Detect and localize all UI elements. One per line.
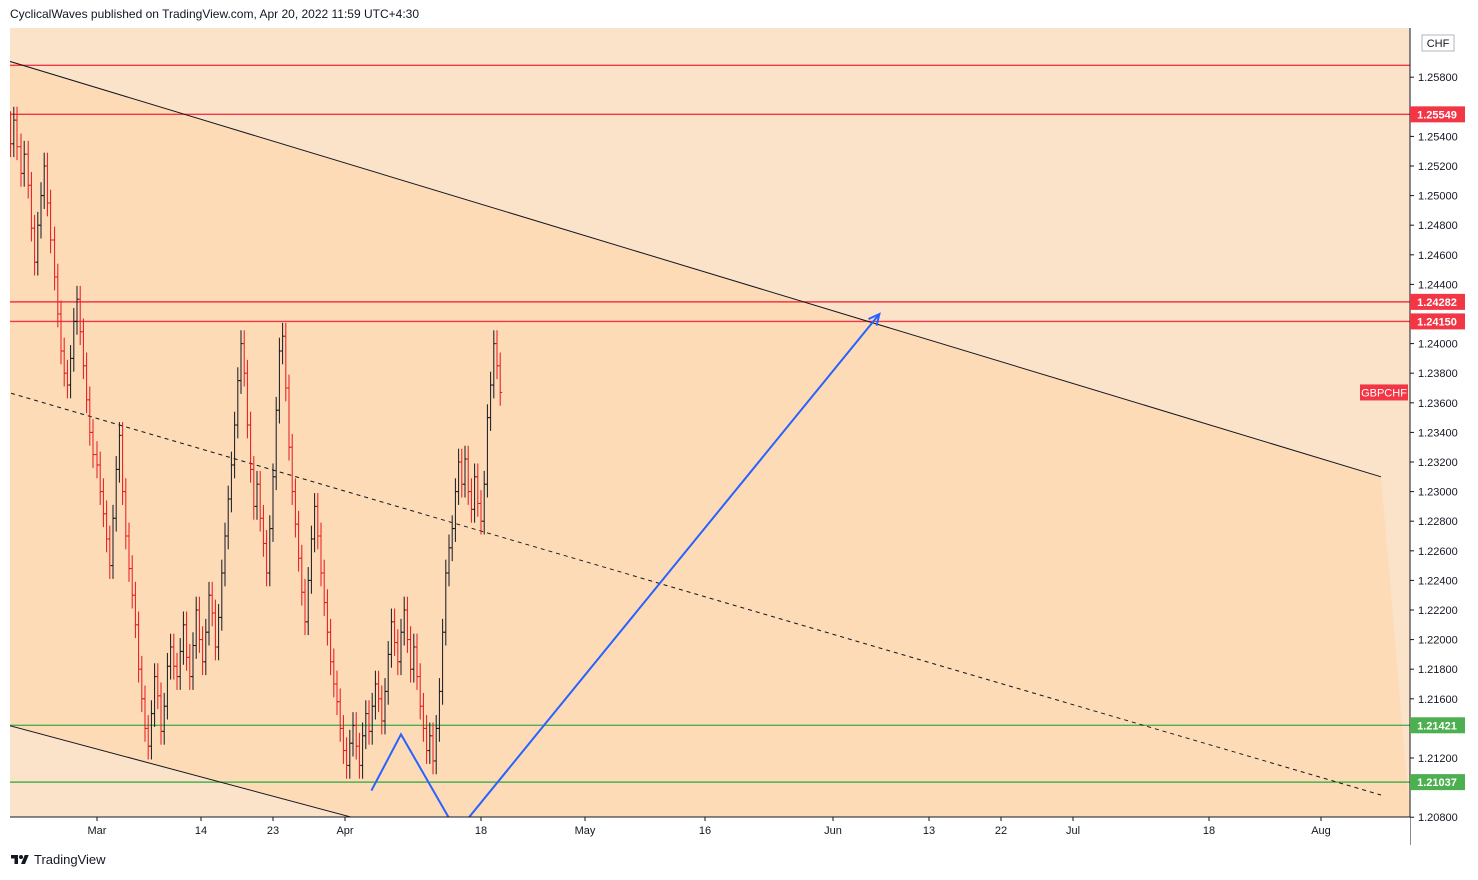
projection-line [370, 313, 881, 834]
trend-drawings [10, 60, 1382, 833]
price-badge-label: 1.24150 [1417, 316, 1457, 328]
price-tick-label: 1.24400 [1418, 279, 1458, 291]
price-tick-label: 1.24800 [1418, 220, 1458, 232]
upper-channel-line [10, 60, 1382, 478]
tradingview-logo-icon [11, 854, 29, 864]
candlestick-series [10, 106, 503, 779]
price-tick-label: 1.25000 [1418, 191, 1458, 203]
time-tick-label: 23 [267, 825, 279, 837]
time-tick-label: 14 [195, 825, 207, 837]
time-tick-label: May [575, 825, 596, 837]
time-tick-label: 13 [923, 825, 935, 837]
lower-channel-line [10, 725, 407, 833]
symbol-badge[interactable] [1360, 384, 1408, 401]
time-tick-label: 18 [1203, 825, 1215, 837]
footer-brand-label: TradingView [34, 852, 106, 867]
price-badge [1410, 774, 1465, 791]
price-badge-label: 1.24282 [1417, 297, 1457, 309]
price-tick-label: 1.24000 [1418, 339, 1458, 351]
projection-arrowhead [868, 312, 881, 326]
price-tick-label: 1.24600 [1418, 250, 1458, 262]
price-axis-panel [1410, 28, 1468, 845]
footer-brand[interactable]: TradingView [10, 852, 106, 867]
price-tick-label: 1.23800 [1418, 368, 1458, 380]
time-tick-label: Jun [824, 825, 842, 837]
time-tick-label: Mar [88, 825, 107, 837]
price-tick-label: 1.25800 [1418, 72, 1458, 84]
price-badge-label: 1.21421 [1417, 720, 1457, 732]
symbol-badge-label: GBPCHF [1361, 387, 1407, 399]
price-tick-label: 1.25400 [1418, 131, 1458, 143]
price-tick-label: 1.23400 [1418, 427, 1458, 439]
time-tick-label: 22 [995, 825, 1007, 837]
price-badge-label: 1.21037 [1417, 777, 1457, 789]
price-badge [1410, 106, 1465, 123]
price-tick-label: 1.20800 [1418, 812, 1458, 824]
time-tick-label: Apr [336, 825, 353, 837]
price-badge-label: 1.25549 [1417, 109, 1457, 121]
chart-area[interactable]: 1.25800 1.25400 1.25200 1.25000 1.24800 1.246… [10, 28, 1468, 845]
horizontal-levels [10, 64, 1410, 783]
price-badge [1410, 717, 1465, 734]
price-tick-label: 1.23000 [1418, 487, 1458, 499]
price-badges: 1.25549 1.24282 1.24150 1.21421 1.21037 GBPCH… [1360, 106, 1465, 791]
price-tick-label: 1.22200 [1418, 605, 1458, 617]
price-tick-label: 1.23200 [1418, 457, 1458, 469]
svg-text:CHF: CHF [1427, 38, 1450, 50]
publisher-header: CyclicalWaves published on TradingView.c… [10, 7, 420, 21]
price-badge [1410, 313, 1465, 330]
price-tick-label: 1.23600 [1418, 398, 1458, 410]
currency-label: CHF [1421, 34, 1455, 52]
time-tick-label: Jul [1066, 825, 1080, 837]
price-tick-label: 1.21600 [1418, 694, 1458, 706]
price-tick-label: 1.21200 [1418, 753, 1458, 765]
price-tick-label: 1.22800 [1418, 516, 1458, 528]
price-tick-label: 1.22600 [1418, 546, 1458, 558]
price-chart[interactable]: 1.25800 1.25400 1.25200 1.25000 1.24800 1.246… [10, 28, 1468, 845]
price-axis-ticks: 1.25800 1.25400 1.25200 1.25000 1.24800 1.246… [1410, 72, 1458, 824]
time-tick-label: 18 [475, 825, 487, 837]
price-tick-label: 1.22400 [1418, 575, 1458, 587]
price-tick-label: 1.22000 [1418, 635, 1458, 647]
time-axis-panel [10, 817, 1410, 845]
channel-fill [10, 61, 1410, 832]
price-tick-label: 1.25200 [1418, 161, 1458, 173]
time-tick-label: 16 [699, 825, 711, 837]
projection-path [370, 312, 881, 834]
price-badge [1410, 293, 1465, 310]
time-tick-label: Aug [1311, 825, 1331, 837]
price-tick-label: 1.21800 [1418, 664, 1458, 676]
time-axis-ticks: Mar 14 23 Apr 18 May 16 Jun 13 22 Jul 18 Aug [88, 817, 1331, 837]
